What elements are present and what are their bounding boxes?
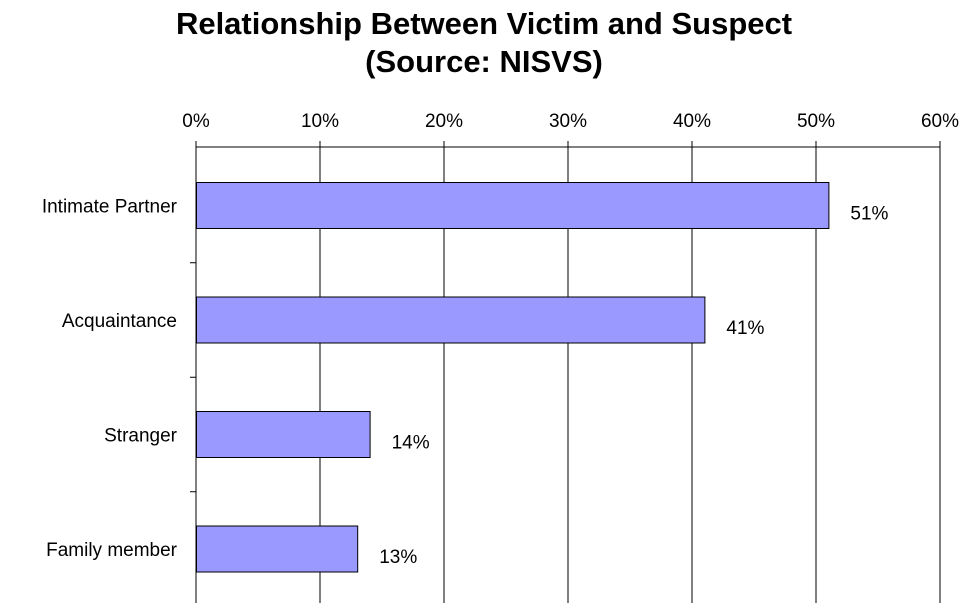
- x-tick-label: 60%: [921, 111, 959, 132]
- value-label: 13%: [379, 547, 417, 568]
- x-tick-label: 10%: [301, 111, 339, 132]
- bar: [196, 411, 371, 458]
- bar: [196, 182, 830, 229]
- x-tick-label: 40%: [673, 111, 711, 132]
- value-label: 41%: [726, 318, 764, 339]
- value-label: 14%: [392, 433, 430, 454]
- x-tick-label: 0%: [182, 111, 210, 132]
- x-tick-label: 50%: [797, 111, 835, 132]
- chart-title: Relationship Between Victim and Suspect: [175, 6, 793, 41]
- bar: [196, 296, 706, 344]
- x-tick-label: 20%: [425, 111, 463, 132]
- category-label: Intimate Partner: [42, 197, 178, 218]
- value-label: 51%: [850, 204, 888, 225]
- category-label: Family member: [46, 540, 178, 561]
- chart-subtitle: (Source: NISVS): [365, 44, 603, 79]
- category-label: Stranger: [104, 426, 178, 447]
- category-label: Acquaintance: [62, 311, 177, 332]
- bar: [196, 525, 359, 573]
- x-tick-label: 30%: [549, 111, 587, 132]
